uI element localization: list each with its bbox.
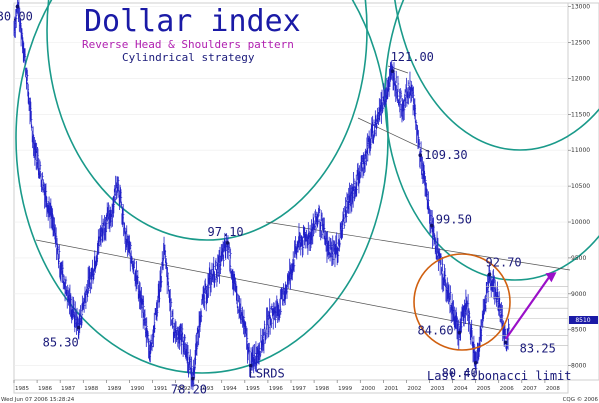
current-value-box [569, 316, 598, 324]
x-tick-label: 2001 [384, 386, 398, 392]
y-tick-label: 12000 [571, 75, 590, 82]
key-point-markers [15, 4, 508, 381]
key-point-marker [487, 272, 492, 277]
x-tick-label: 1994 [223, 386, 237, 392]
y-tick-label: 10000 [571, 219, 590, 226]
right-upper-ellipse [394, 0, 599, 151]
current-value-label: 8510 [575, 317, 590, 324]
key-point-labels: 130.00 85.30 78.20 97.10 LSRDS 121.00 109.30 99… [0, 10, 556, 397]
footer-timestamp: Wed Jun 07 2006 15:28:24 [1, 397, 75, 403]
y-tick-label: 8500 [571, 327, 586, 334]
x-tick-label: 2004 [454, 386, 468, 392]
x-tick-label: 2006 [500, 386, 514, 392]
x-tick-label: 2007 [523, 386, 537, 392]
x-tick-label: 1991 [154, 386, 168, 392]
x-tick-label: 1989 [107, 386, 121, 392]
neckline-lower [35, 239, 501, 331]
x-tick-label: 1986 [38, 386, 52, 392]
key-point-label: 80.40 [442, 366, 478, 380]
neckline-upper [265, 221, 571, 271]
y-tick-label: 8000 [571, 363, 586, 370]
key-point-label: 84.60 [418, 324, 454, 338]
x-tick-label: 1999 [338, 386, 352, 392]
y-tick-label: 11000 [571, 147, 590, 154]
projection-arrow-line [504, 274, 552, 340]
y-tick-label: 13000 [571, 4, 590, 11]
x-tick-label: 2000 [361, 386, 375, 392]
fibonacci-annotation: Last Fibonacci limit [427, 369, 572, 383]
key-point-marker [473, 360, 478, 365]
x-tick-label: 1996 [269, 386, 283, 392]
key-point-label: 85.30 [43, 336, 79, 350]
y-tick-label: 10500 [571, 183, 590, 190]
key-point-label: LSRDS [249, 367, 285, 381]
key-point-marker [457, 330, 462, 335]
chart-subtitle: Reverse Head & Shoulders pattern [82, 38, 294, 51]
x-tick-label: 1998 [315, 386, 329, 392]
key-point-marker [430, 223, 434, 228]
overlays [413, 253, 568, 351]
gridlines [13, 6, 571, 383]
projection-arrow-head [545, 272, 557, 283]
x-tick-label: 2002 [407, 386, 421, 392]
key-point-marker [390, 69, 395, 74]
x-tick-label: 1993 [200, 386, 214, 392]
chart-title: Dollar index [84, 4, 301, 39]
x-tick-label: 1997 [292, 386, 306, 392]
footer-copyright: CQG © 2006 [563, 396, 599, 403]
x-tick-label: 1990 [130, 386, 144, 392]
key-point-marker [191, 376, 195, 381]
key-point-label: 121.00 [391, 50, 434, 64]
key-point-label: 97.10 [208, 225, 244, 239]
key-point-marker [15, 4, 20, 9]
y-tick-labels: 8000 8500 9000 9500 10000 10500 11000 11500 1200… [571, 4, 590, 370]
key-point-marker [503, 340, 508, 345]
y-tick-label: 9000 [571, 291, 586, 298]
orange-circle [413, 253, 511, 351]
x-tick-label: 1995 [246, 386, 260, 392]
y-tick-label: 9500 [571, 255, 586, 262]
key-point-marker [76, 325, 81, 330]
key-point-label: 99.50 [436, 213, 472, 227]
x-tick-label: 1988 [84, 386, 98, 392]
y-tick-label: 11500 [571, 111, 590, 118]
key-point-label: 109.30 [424, 148, 467, 162]
x-tick-label: 2008 [546, 386, 560, 392]
key-point-label: 130.00 [0, 10, 33, 24]
upper-ellipse [46, 0, 368, 241]
key-point-marker [248, 363, 253, 368]
key-point-marker [225, 241, 230, 245]
y-tick-label: 12500 [571, 39, 590, 46]
x-tick-label: 2003 [431, 386, 445, 392]
key-point-label: 83.25 [520, 341, 556, 355]
key-point-marker [418, 153, 423, 158]
x-tick-labels: 1985 1986 1987 1988 1989 1990 1991 1992 1993 1994… [15, 386, 560, 392]
x-tick-label: 1985 [15, 386, 29, 392]
x-tick-label: 1987 [61, 386, 75, 392]
x-tick-label: 2005 [477, 386, 491, 392]
price-bars [13, 0, 511, 391]
x-tick-label: 1992 [177, 386, 191, 392]
key-point-label: 78.20 [171, 383, 207, 397]
key-point-label: 92.70 [486, 255, 522, 269]
chart-subtitle-2: Cylindrical strategy [122, 51, 255, 64]
